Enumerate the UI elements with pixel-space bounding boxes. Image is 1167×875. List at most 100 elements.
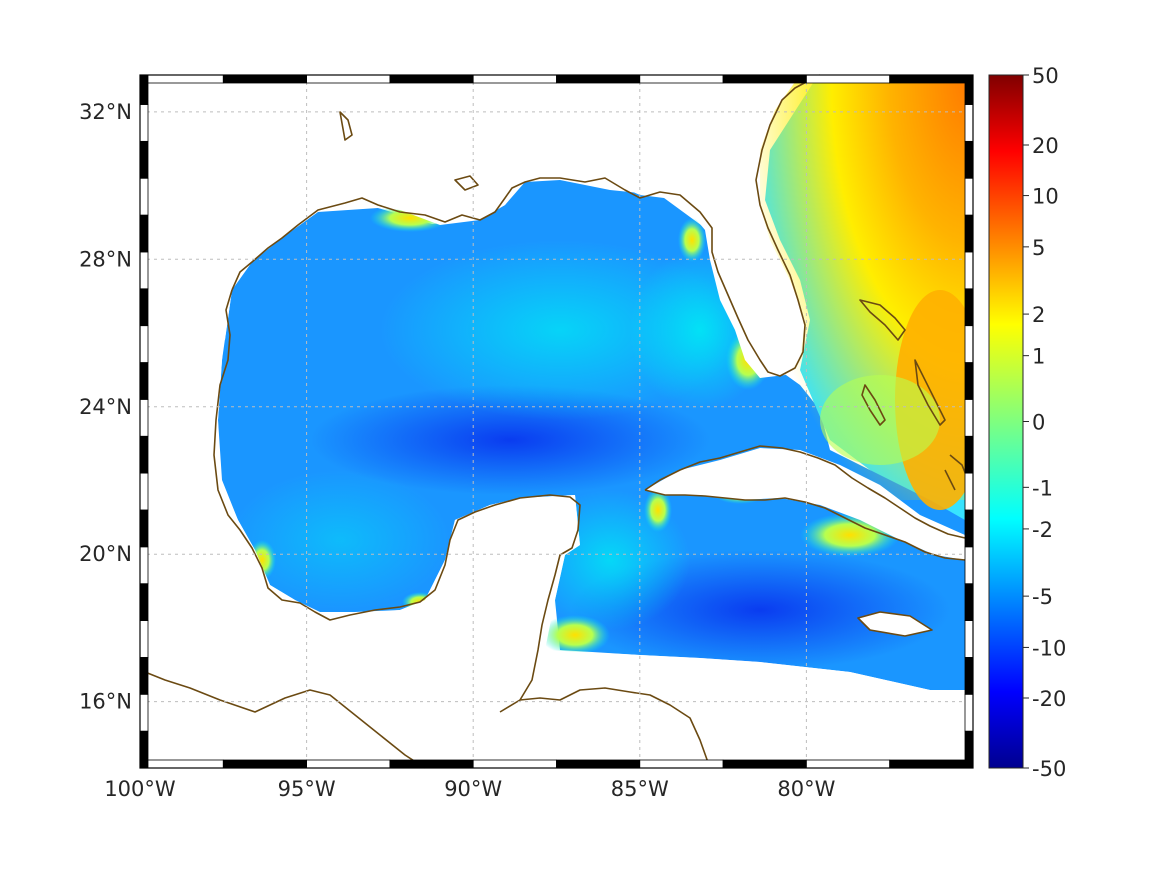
frame-outline [139, 74, 974, 769]
frame-segment-bottom [889, 759, 974, 769]
frame-segment-top [472, 74, 557, 84]
colorbar-tick-label: -20 [1032, 687, 1066, 711]
x-tick-label: 95°W [278, 777, 336, 801]
colorbar-tick-label: 5 [1032, 236, 1045, 260]
frame-segment-top [389, 74, 474, 84]
frame-segment-right [964, 104, 974, 142]
coastline-bahamas-3 [914, 359, 946, 426]
land-mexico [140, 300, 973, 768]
frame-segment-left [139, 583, 149, 621]
colorbar-tick-label: -50 [1032, 757, 1066, 781]
cyan-west [230, 470, 450, 610]
frame-segment-left [139, 140, 149, 179]
yellow-cuba-west [644, 488, 672, 532]
frame-segment-bottom [639, 759, 724, 769]
coastline-louisiana-lakes [339, 111, 479, 191]
coastline-bahamas-1 [859, 299, 906, 341]
yellow-honduras [540, 615, 610, 655]
frame-segment-left [139, 620, 149, 658]
frame-segment-left [139, 546, 149, 585]
frame-segment-top [722, 74, 807, 84]
frame-segment-right [964, 583, 974, 621]
coastline-jamaica [857, 611, 933, 637]
colorbar-tick-label: -10 [1032, 636, 1066, 660]
colorbar-tick-label: 50 [1032, 64, 1059, 88]
y-tick-label: 24°N [79, 395, 132, 419]
frame-segment-left [139, 398, 149, 437]
land-us [140, 75, 805, 378]
coastline-central-america [139, 669, 426, 769]
land-jamaica [858, 612, 932, 636]
y-tick-label: 16°N [79, 690, 132, 714]
frame-segment-left [139, 74, 149, 105]
y-tick-label: 32°N [79, 100, 132, 124]
frame-segment-top [139, 74, 224, 84]
frame-segment-top [556, 74, 641, 84]
frame-segment-left [139, 214, 149, 253]
colorbar-tick-label: 20 [1032, 134, 1059, 158]
frame-segment-right [964, 362, 974, 400]
colorbar-tick-label: -2 [1032, 518, 1053, 542]
x-tick-labels: 100°W 95°W 90°W 85°W 80°W [104, 777, 835, 801]
frame-segment-left [139, 325, 149, 363]
frame-segment-left [139, 657, 149, 695]
frame-segment-right [964, 620, 974, 658]
frame-segment-right [964, 693, 974, 732]
colorbar-tick-label: 10 [1032, 185, 1059, 209]
grid-lines [139, 75, 973, 768]
y-tick-label: 28°N [79, 247, 132, 271]
frame-segment-right [964, 177, 974, 216]
frame-segment-right [964, 657, 974, 695]
frame-segment-right [964, 435, 974, 474]
frame-segment-left [139, 730, 149, 769]
land-cuba [645, 448, 965, 560]
colorbar-gradient [988, 74, 1024, 769]
coastline-bahamas-2 [861, 384, 886, 426]
frame-segment-top [889, 74, 974, 84]
ocean-field [218, 80, 973, 690]
frame-segment-left [139, 104, 149, 142]
frame-segment-bottom [222, 759, 308, 769]
map-frame [139, 74, 974, 769]
x-tick-label: 90°W [444, 777, 502, 801]
frame-segment-right [964, 325, 974, 363]
x-tick-label: 80°W [777, 777, 835, 801]
frame-segment-right [964, 251, 974, 290]
frame-segment-left [139, 362, 149, 400]
frame-segment-left [139, 435, 149, 474]
frame-segment-left [139, 288, 149, 327]
frame-segment-right [964, 509, 974, 548]
frame-segment-bottom [722, 759, 807, 769]
bahamas-green [820, 375, 940, 465]
y-tick-labels: 32°N 28°N 24°N 20°N 16°N [79, 100, 132, 714]
frame-segment-bottom [472, 759, 557, 769]
colorbar-tick-label: -1 [1032, 476, 1053, 500]
frame-segment-left [139, 693, 149, 732]
frame-segment-bottom [389, 759, 474, 769]
frame-segment-right [964, 730, 974, 769]
frame-segment-top [806, 74, 891, 84]
land [140, 75, 973, 768]
coastline-us [231, 74, 821, 377]
x-tick-label: 85°W [611, 777, 669, 801]
frame-segment-right [964, 288, 974, 327]
frame-segment-right [964, 472, 974, 511]
frame-segment-left [139, 509, 149, 548]
colorbar-tick-label: 2 [1032, 303, 1045, 327]
yellow-bigbend [678, 218, 706, 262]
frame-segment-bottom [556, 759, 641, 769]
frame-segment-left [139, 177, 149, 216]
colorbar-tick-label: 0 [1032, 411, 1045, 435]
frame-segment-bottom [306, 759, 391, 769]
frame-segment-right [964, 74, 974, 105]
frame-segment-top [222, 74, 308, 84]
frame-segment-bottom [139, 759, 224, 769]
y-tick-label: 20°N [79, 542, 132, 566]
coastline-mexico [213, 289, 581, 713]
frame-segment-top [306, 74, 391, 84]
frame-segment-right [964, 398, 974, 437]
frame-segment-bottom [806, 759, 891, 769]
